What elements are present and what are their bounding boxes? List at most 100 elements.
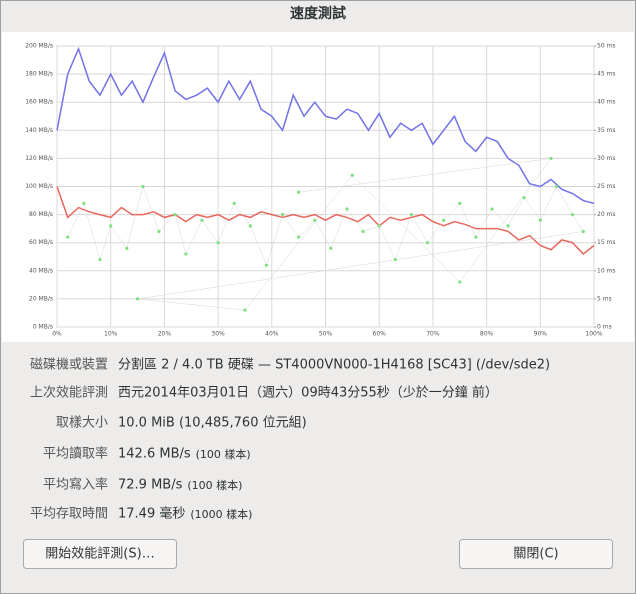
info-value: 142.6 MB/s [118,447,191,462]
seek-line [524,197,541,221]
x-tick-label: 0% [52,331,62,338]
info-label: 平均寫入率 [43,477,108,493]
dialog-title: 速度測試 [290,5,346,22]
info-label: 平均讀取率 [43,446,108,462]
seek-line [137,231,584,300]
seek-line [250,225,267,266]
seek-line [459,203,477,238]
x-tick-label: 100% [585,331,602,338]
access-point [554,184,559,189]
seek-line [363,225,380,232]
seek-line [427,220,444,243]
access-point [581,229,585,234]
y-tick-label: 160 MB/s [25,99,53,106]
rate-line [56,46,595,205]
access-point [232,201,236,205]
start-button[interactable] [23,539,177,569]
y-tick-label: 80 MB/s [29,211,53,218]
x-tick-label: 30% [211,331,225,338]
x-tick-label: 70% [426,331,440,338]
x-tick-label: 20% [158,331,172,338]
seek-line [244,175,353,311]
seek-line [443,203,460,221]
access-point [297,235,301,239]
y-tick-label: 20 MB/s [29,295,53,302]
seek-line [475,208,493,238]
access-point [157,229,161,234]
y2-tick-label: 40 ms [597,99,616,106]
access-point [125,246,129,250]
seek-line [137,298,245,311]
access-point [538,218,542,222]
access-point [184,252,188,256]
seek-line [572,214,584,232]
y2-tick-label: 20 ms [597,211,616,218]
access-point [442,218,446,222]
y-tick-label: 120 MB/s [25,155,53,162]
x-tick-label: 90% [534,331,548,338]
access-point [243,308,247,312]
access-point [361,229,365,234]
seek-line [346,208,364,232]
rate-line [56,186,595,255]
info-label: 磁碟機或裝置 [30,358,108,373]
access-point [141,184,145,189]
access-point [377,224,381,228]
access-point [350,173,354,177]
y2-tick-label: 35 ms [597,127,616,134]
seek-line [234,203,251,226]
seek-line [395,214,412,260]
y-tick-label: 0 MB/s [33,324,53,331]
y2-tick-label: 15 ms [597,239,616,246]
y-tick-label: 180 MB/s [25,71,53,78]
access-point [173,213,177,217]
seek-line [174,214,187,254]
info-value: 72.9 MB/s [118,478,183,493]
x-tick-label: 40% [265,331,279,338]
close-button[interactable] [459,539,613,569]
y-tick-label: 200 MB/s [25,43,53,50]
info-label: 上次效能評測 [30,385,108,401]
info-value: 分割區 2 / 4.0 TB 硬碟 — ST4000VN000-1H4168 [… [118,357,550,373]
seek-line [99,225,111,260]
access-point [506,224,510,228]
seek-line [314,220,332,249]
info-note: (100 樣本) [187,478,242,492]
y2-tick-label: 5 ms [597,295,612,302]
seek-line [379,225,396,260]
access-point [313,218,317,222]
y-tick-label: 60 MB/s [29,239,53,246]
access-point [393,257,397,262]
access-point [297,190,301,194]
info-value: 10.0 MiB (10,485,760 位元組) [118,416,307,431]
access-point [409,213,414,217]
seek-line [491,208,509,226]
access-point [135,297,140,301]
seek-line [67,203,85,238]
access-point [264,263,269,267]
x-tick-label: 60% [373,331,387,338]
access-point [458,201,462,205]
seek-line [185,220,203,255]
access-point [82,201,86,205]
seek-line [142,186,160,232]
start-button-label[interactable]: 開始效能評測(S)… [45,547,154,562]
access-point [216,241,220,245]
close-button-label[interactable]: 關閉(C) [513,547,558,562]
access-point [66,235,70,239]
y-tick-label: 100 MB/s [25,183,53,190]
seek-line [266,214,283,266]
access-point [280,213,285,217]
info-value: 17.49 毫秒 [118,506,185,522]
seek-line [459,158,552,283]
y2-tick-label: 25 ms [597,183,616,190]
access-point [490,207,494,211]
y-tick-label: 140 MB/s [25,127,53,134]
seek-line [217,203,235,243]
seek-line [201,220,219,243]
seek-line [83,203,101,260]
seek-line [330,208,348,249]
info-value: 西元2014年03月01日（週六）09時43分55秒（少於一分鐘 前） [118,385,498,401]
access-point [248,224,252,228]
